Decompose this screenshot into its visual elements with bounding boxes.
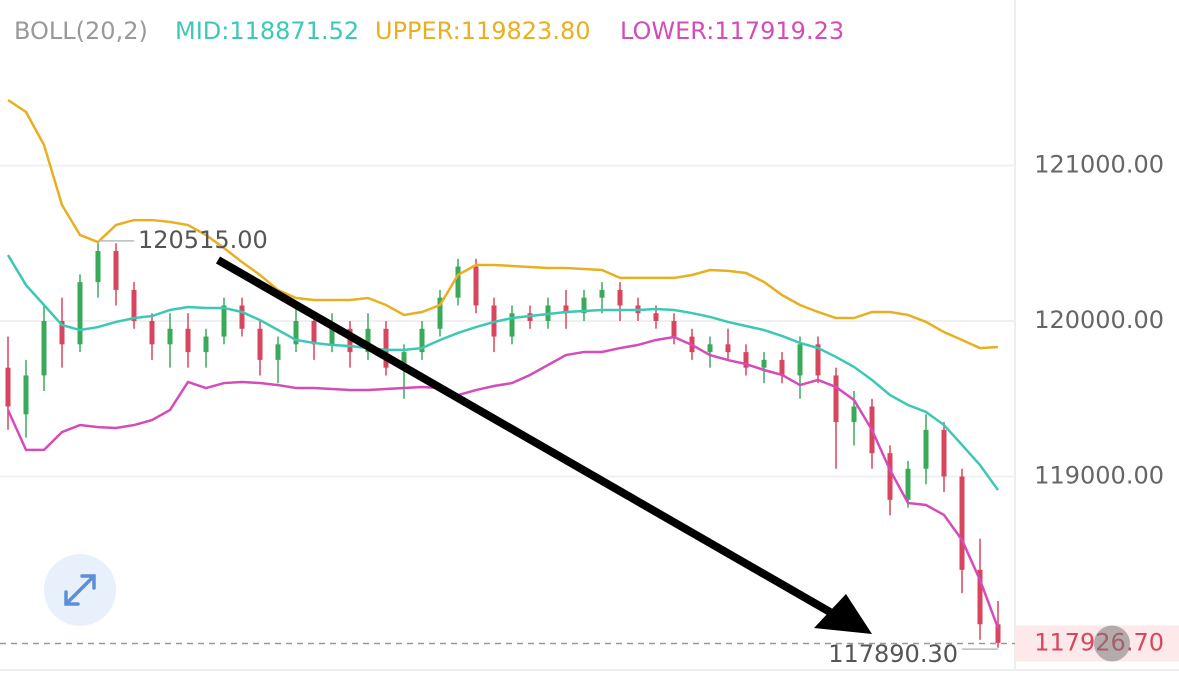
candle-body bbox=[329, 328, 335, 345]
candle-body bbox=[599, 289, 605, 298]
candle-body bbox=[167, 328, 173, 345]
candle-body bbox=[815, 344, 821, 376]
candle-body bbox=[401, 352, 407, 368]
min-label: 117890.30 bbox=[828, 640, 958, 668]
candle-body bbox=[887, 453, 893, 500]
candle-body bbox=[851, 406, 857, 423]
candle-body bbox=[779, 359, 785, 376]
candle-body bbox=[437, 297, 443, 329]
candle-body bbox=[833, 375, 839, 423]
candle-body bbox=[59, 321, 65, 345]
trend-arrow bbox=[216, 256, 872, 634]
candle-body bbox=[23, 375, 29, 415]
candle-body bbox=[131, 289, 137, 322]
candle-body bbox=[239, 305, 245, 329]
settings-button[interactable] bbox=[1094, 625, 1130, 662]
candle-body bbox=[257, 328, 263, 360]
candle-body bbox=[941, 429, 947, 477]
candle-body bbox=[149, 321, 155, 345]
max-label: 120515.00 bbox=[138, 226, 268, 254]
y-tick-label: 121000.00 bbox=[1034, 150, 1164, 178]
candle-body bbox=[419, 328, 425, 353]
band-line bbox=[6, 254, 1000, 491]
candle-body bbox=[41, 321, 47, 376]
candle-body bbox=[185, 328, 191, 353]
candle-body bbox=[113, 251, 119, 290]
indicator-upper: UPPER:119823.80 bbox=[375, 17, 590, 45]
candle-body bbox=[761, 359, 767, 368]
candle-body bbox=[275, 344, 281, 360]
candle-body bbox=[311, 321, 317, 345]
indicator-mid: MID:118871.52 bbox=[175, 17, 359, 45]
arrow-shaft bbox=[216, 256, 832, 616]
candle-body bbox=[743, 352, 749, 368]
candle-body bbox=[977, 569, 983, 625]
candle-body bbox=[455, 266, 461, 298]
band-line bbox=[6, 335, 1000, 629]
candle-body bbox=[77, 282, 83, 345]
candle-body bbox=[509, 313, 515, 337]
candle-body bbox=[797, 344, 803, 376]
candle-body bbox=[905, 468, 911, 500]
candle-body bbox=[725, 344, 731, 353]
candle-body bbox=[293, 321, 299, 345]
indicator-name: BOLL(20,2) bbox=[14, 17, 148, 45]
arrow-head bbox=[814, 594, 872, 634]
indicator-lower: LOWER:117919.23 bbox=[620, 17, 844, 45]
candle-body bbox=[95, 251, 101, 283]
candle-body bbox=[707, 344, 713, 353]
candle-body bbox=[365, 328, 371, 353]
band-line bbox=[7, 98, 999, 350]
candle-body bbox=[581, 297, 587, 314]
candle-body bbox=[959, 476, 965, 570]
y-tick-label: 119000.00 bbox=[1034, 462, 1164, 490]
expand-icon bbox=[64, 574, 96, 606]
y-tick-label: 120000.00 bbox=[1034, 306, 1164, 334]
candle-body bbox=[5, 367, 11, 407]
candle-body bbox=[671, 321, 677, 337]
candle-body bbox=[563, 305, 569, 314]
indicator-legend: BOLL(20,2) MID:118871.52 UPPER:119823.80… bbox=[14, 17, 844, 45]
candle-body bbox=[923, 429, 929, 469]
candle-body bbox=[617, 289, 623, 306]
candle-body bbox=[203, 336, 209, 353]
candle-body bbox=[383, 328, 389, 368]
candle-body bbox=[653, 313, 659, 322]
candle-body bbox=[995, 624, 1001, 643]
expand-button[interactable] bbox=[44, 554, 116, 626]
candle-body bbox=[473, 266, 479, 306]
candle-body bbox=[221, 305, 227, 337]
